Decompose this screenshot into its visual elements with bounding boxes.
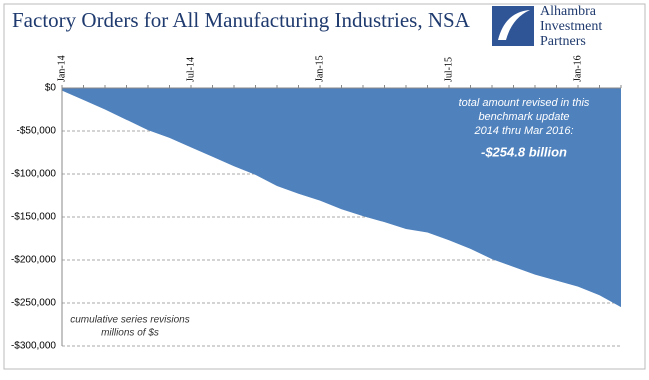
annotation: millions of $s: [101, 328, 159, 339]
x-tick-label: Jul-15: [443, 57, 454, 82]
y-tick-label: -$100,000: [11, 169, 56, 180]
logo-text: Alhambra: [540, 4, 597, 19]
annotation: 2014 thru Mar 2016:: [473, 125, 573, 137]
area: [62, 88, 621, 308]
y-tick-label: -$150,000: [11, 212, 56, 223]
logo-text: Partners: [540, 34, 586, 49]
annotation: benchmark update: [478, 111, 569, 123]
y-tick-label: -$200,000: [11, 255, 56, 266]
logo-text: Investment: [540, 19, 602, 34]
annotation: total amount revised in this: [459, 97, 590, 109]
x-tick-label: Jan-14: [56, 55, 67, 82]
annotation: cumulative series revisions: [70, 315, 190, 326]
x-tick-label: Jan-15: [314, 55, 325, 82]
y-tick-label: $0: [45, 83, 57, 94]
logo-swoosh: [498, 10, 530, 40]
y-tick-label: -$50,000: [17, 126, 57, 137]
y-tick-label: -$250,000: [11, 298, 56, 309]
chart-title: Factory Orders for All Manufacturing Ind…: [12, 8, 471, 32]
x-tick-label: Jan-16: [572, 55, 583, 82]
x-tick-label: Jul-14: [185, 57, 196, 82]
y-tick-label: -$300,000: [11, 341, 56, 352]
annotation-value: -$254.8 billion: [481, 144, 567, 159]
